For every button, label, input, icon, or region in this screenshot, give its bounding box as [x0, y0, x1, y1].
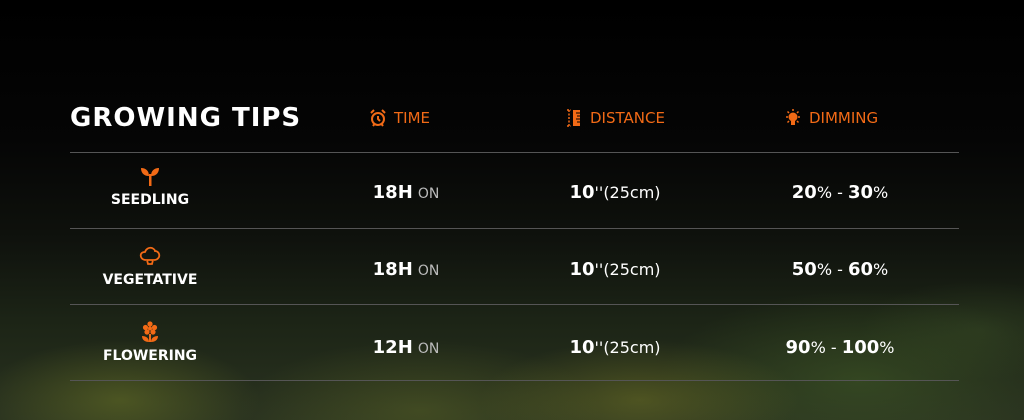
hours-suffix: ON: [417, 186, 440, 202]
header-distance-label: DISTANCE: [590, 109, 665, 127]
header-time: TIME: [368, 108, 430, 128]
distance-inches: 10: [569, 337, 595, 358]
stage-vegetative: VEGETATIVE: [90, 244, 210, 288]
distance-inches: 10: [569, 182, 595, 203]
distance-unit: ''(25cm): [594, 260, 661, 279]
header-dimming-label: DIMMING: [809, 109, 879, 127]
distance-inches: 10: [569, 259, 595, 280]
dim-high: 30: [847, 182, 874, 203]
time-value: 18H ON: [306, 182, 506, 203]
distance-value: 10''(25cm): [515, 182, 715, 203]
distance-value: 10''(25cm): [515, 337, 715, 358]
light-bulb-icon: [786, 109, 800, 125]
hours: 12H: [372, 337, 413, 358]
dimming-value: 90% - 100%: [785, 337, 895, 358]
time-value: 18H ON: [306, 259, 506, 280]
distance-unit: ''(25cm): [594, 183, 661, 202]
ruler-icon: [567, 109, 580, 127]
time-value: 12H ON: [306, 337, 506, 358]
distance-value: 10''(25cm): [515, 259, 715, 280]
divider: [70, 380, 959, 381]
dim-low: 90: [785, 337, 811, 358]
header-time-label: TIME: [394, 109, 431, 127]
dimming-value: 50% - 60%: [791, 259, 889, 280]
divider: [70, 152, 959, 153]
dim-high: 60: [847, 259, 874, 280]
stage-flowering: FLOWERING: [90, 320, 210, 364]
distance-unit: ''(25cm): [594, 338, 661, 357]
stage-label: SEEDLING: [110, 192, 190, 208]
flower-icon: [142, 321, 158, 342]
hours-suffix: ON: [417, 341, 440, 357]
header-dimming: DIMMING: [783, 108, 878, 128]
divider: [70, 304, 959, 305]
header-distance: DISTANCE: [564, 108, 665, 128]
dim-high: 100: [841, 337, 880, 358]
page-title: GROWING TIPS: [70, 103, 302, 133]
stage-label: VEGETATIVE: [102, 272, 198, 288]
hours: 18H: [372, 182, 413, 203]
hours: 18H: [372, 259, 413, 280]
divider: [70, 228, 959, 229]
tree-icon: [139, 246, 161, 265]
sprout-icon: [141, 168, 159, 186]
dim-low: 20: [791, 182, 817, 203]
alarm-clock-icon: [370, 109, 386, 127]
dim-low: 50: [791, 259, 817, 280]
dimming-value: 20% - 30%: [791, 182, 889, 203]
stage-seedling: SEEDLING: [90, 164, 210, 208]
stage-label: FLOWERING: [102, 348, 198, 364]
hours-suffix: ON: [417, 263, 440, 279]
